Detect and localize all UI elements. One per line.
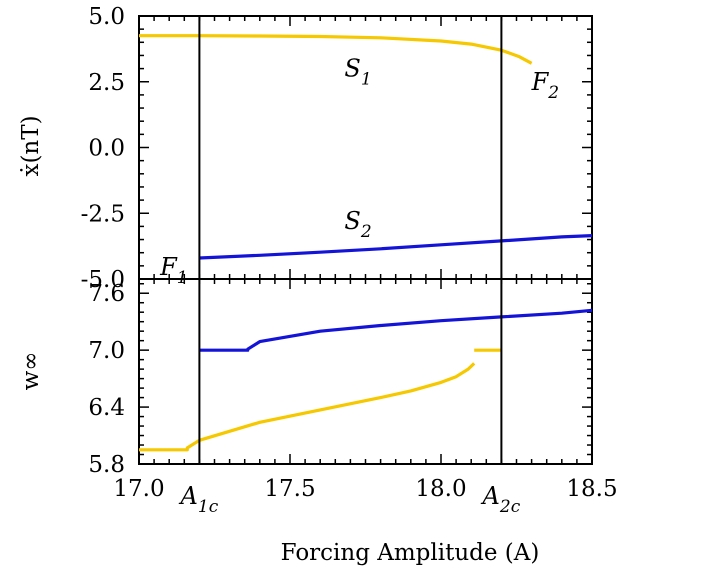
annotation-A1c: A1c	[179, 482, 219, 517]
y-tick-label: 7.6	[88, 281, 125, 307]
annotation-base: S	[344, 55, 360, 83]
annotation-subscript: 2c	[499, 497, 521, 517]
series-s2	[199, 308, 593, 352]
annotation-F2: F2	[531, 68, 559, 103]
y-tick-label: 6.4	[88, 395, 125, 421]
annotation-A2c: A2c	[481, 482, 521, 517]
series-s1	[139, 34, 533, 65]
annotation-S2: S2	[344, 207, 371, 242]
x-tick-label: 17.5	[264, 476, 315, 502]
annotation-base: F	[159, 253, 178, 281]
y-tick-label: 0.0	[88, 136, 125, 162]
x-tick-label: 17.0	[113, 476, 164, 502]
y-tick-label: 7.0	[88, 338, 125, 364]
y-tick-label: 5.8	[88, 452, 125, 478]
annotation-base: A	[481, 482, 500, 510]
overlay	[198, 16, 503, 464]
annotation-F1: F1	[159, 253, 187, 288]
y-axis-title-top: ẋ(nT)	[18, 115, 44, 176]
series-s1	[139, 362, 476, 452]
x-tick-label: 18.0	[415, 476, 466, 502]
y-tick-label: -2.5	[81, 201, 125, 227]
annotation-base: A	[179, 482, 198, 510]
annotation-subscript: 1	[361, 70, 372, 90]
y-tick-label: 2.5	[88, 70, 125, 96]
x-tick-label: 18.5	[566, 476, 617, 502]
annotation-base: S	[344, 207, 360, 235]
annotation-S1: S1	[344, 55, 371, 90]
annotation-subscript: 2	[547, 83, 559, 103]
y-tick-label: -5.0	[81, 267, 125, 293]
x-axis-title: Forcing Amplitude (A)	[281, 540, 540, 566]
y-tick-label: 5.0	[88, 4, 125, 30]
plot-frame	[138, 278, 593, 465]
annotation-subscript: 1c	[198, 497, 219, 517]
annotation-subscript: 2	[360, 222, 372, 242]
annotation-base: F	[531, 68, 550, 96]
y-axis-title-bottom: w∞	[18, 352, 44, 391]
series-s2	[199, 234, 593, 260]
